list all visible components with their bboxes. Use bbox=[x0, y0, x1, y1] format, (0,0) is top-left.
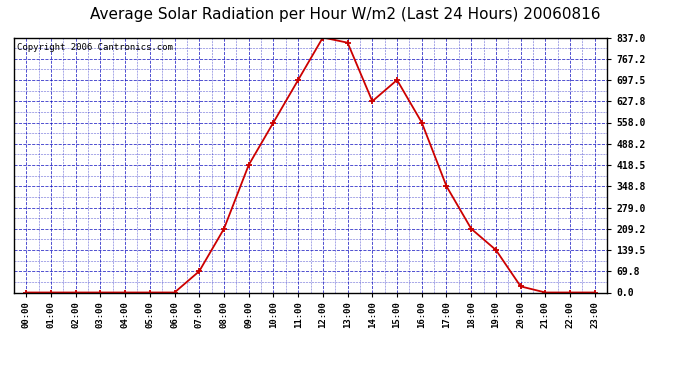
Text: Copyright 2006 Cantronics.com: Copyright 2006 Cantronics.com bbox=[17, 43, 172, 52]
Text: Average Solar Radiation per Hour W/m2 (Last 24 Hours) 20060816: Average Solar Radiation per Hour W/m2 (L… bbox=[90, 8, 600, 22]
